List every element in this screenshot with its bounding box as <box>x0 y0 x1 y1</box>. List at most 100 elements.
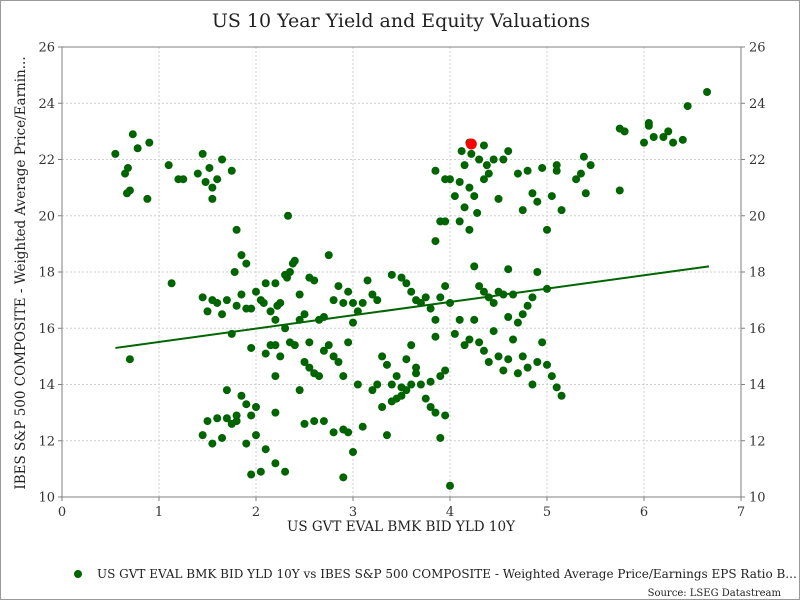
data-point <box>198 431 207 440</box>
data-point <box>620 127 629 136</box>
y-tick-label-right: 10 <box>749 491 766 506</box>
data-point <box>421 394 430 403</box>
data-point <box>213 175 222 184</box>
data-point <box>475 155 484 164</box>
data-point <box>441 217 450 226</box>
data-point <box>382 360 391 369</box>
data-point <box>499 366 508 375</box>
data-point <box>252 287 260 296</box>
data-point <box>513 318 522 327</box>
data-point <box>552 161 561 170</box>
data-point <box>290 256 299 265</box>
data-point <box>271 459 280 468</box>
data-point <box>247 343 256 352</box>
data-point <box>315 372 324 381</box>
data-point <box>276 298 285 307</box>
data-point <box>431 237 440 246</box>
data-point <box>344 338 353 347</box>
data-point <box>482 161 491 170</box>
data-point <box>465 225 474 234</box>
data-point <box>319 346 328 355</box>
data-point <box>436 433 445 442</box>
data-point <box>125 355 134 364</box>
data-point <box>300 310 309 319</box>
data-point <box>164 161 173 170</box>
data-point <box>193 169 202 178</box>
data-point <box>339 372 348 381</box>
data-point <box>460 203 469 212</box>
data-point <box>441 366 450 375</box>
data-point <box>484 358 493 366</box>
data-point <box>586 161 595 170</box>
data-point <box>324 251 333 260</box>
data-point <box>581 189 590 198</box>
y-tick-label-right: 20 <box>749 209 766 224</box>
data-point <box>421 293 430 302</box>
data-point <box>518 310 527 319</box>
data-point <box>349 318 357 327</box>
data-point <box>305 338 314 347</box>
x-tick-label: 0 <box>58 505 66 520</box>
data-point <box>543 360 551 369</box>
data-point <box>659 133 668 141</box>
data-point <box>484 169 493 178</box>
y-tick-label: 22 <box>38 153 55 168</box>
data-points <box>111 88 712 490</box>
data-point <box>198 149 207 158</box>
data-point <box>431 166 440 175</box>
x-tick-label: 6 <box>640 505 648 520</box>
data-point <box>431 408 440 417</box>
data-point <box>329 352 338 361</box>
data-point <box>412 369 421 378</box>
data-point <box>310 417 319 426</box>
data-point <box>441 411 450 420</box>
data-point <box>232 225 241 234</box>
data-point <box>518 352 527 361</box>
y-axis-left-ticks: 10 12 14 16 18 20 22 24 26 <box>38 41 62 506</box>
chart-title: US 10 Year Yield and Equity Valuations <box>212 10 590 32</box>
y-tick-label-right: 14 <box>749 378 766 393</box>
data-point <box>232 301 241 310</box>
data-point <box>349 298 357 307</box>
y-tick-label: 24 <box>38 97 55 112</box>
data-point <box>489 155 498 164</box>
x-tick-label: 4 <box>446 505 454 520</box>
data-point <box>232 411 241 420</box>
data-point <box>499 155 508 164</box>
data-point <box>397 273 406 282</box>
data-point <box>378 352 387 361</box>
data-point <box>205 163 214 172</box>
data-point <box>222 414 231 423</box>
data-point <box>402 279 411 288</box>
data-point <box>237 290 246 299</box>
y-axis-label: IBES S&P 500 COMPOSITE - Weighted Averag… <box>13 56 29 489</box>
y-tick-label-right: 24 <box>749 97 766 112</box>
data-point <box>290 341 299 350</box>
data-point <box>242 439 251 448</box>
data-point <box>167 279 176 288</box>
data-point <box>213 298 222 307</box>
data-point <box>208 439 217 448</box>
data-point <box>213 414 222 423</box>
grid-lines <box>61 46 742 498</box>
data-point <box>271 315 280 324</box>
data-point <box>504 147 513 156</box>
y-tick-label: 12 <box>38 434 55 449</box>
data-point <box>557 206 566 215</box>
data-point <box>208 183 217 192</box>
data-point <box>261 349 270 358</box>
data-point <box>382 431 391 440</box>
data-point <box>344 428 353 437</box>
data-point <box>547 372 556 381</box>
data-point <box>387 380 396 389</box>
data-point <box>479 141 488 150</box>
legend: US GVT EVAL BMK BID YLD 10Y vs IBES S&P … <box>74 567 797 581</box>
data-point <box>426 377 435 386</box>
data-point <box>552 166 561 175</box>
x-axis-ticks: 0 1 2 3 4 5 6 7 <box>58 497 745 520</box>
data-point <box>247 411 256 420</box>
data-point <box>284 211 293 220</box>
data-point <box>344 287 353 296</box>
data-point <box>479 287 488 296</box>
data-point <box>373 296 382 305</box>
